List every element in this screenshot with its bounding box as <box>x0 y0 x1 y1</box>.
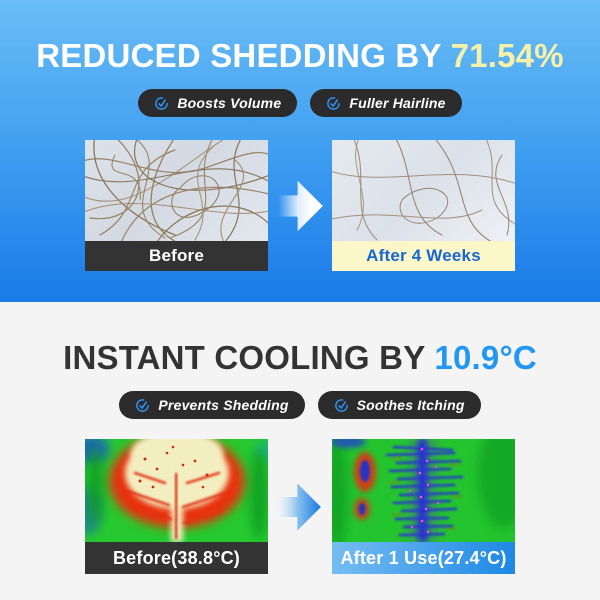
shedding-before-caption: Before <box>85 241 268 271</box>
badge-label: Soothes Itching <box>356 397 465 413</box>
cooling-title-highlight: 10.9°C <box>434 339 537 376</box>
cooling-compare-row: Before(38.8°C) <box>0 439 600 574</box>
cooling-after-caption: After 1 Use(27.4°C) <box>332 542 515 574</box>
badge-fuller-hairline: Fuller Hairline <box>310 89 462 117</box>
badge-boosts-volume: Boosts Volume <box>138 89 298 117</box>
check-circle-icon <box>135 398 150 413</box>
shedding-before-card: Before <box>85 140 268 271</box>
section-reduced-shedding: REDUCED SHEDDING BY 71.54% Boosts Volume <box>0 0 600 302</box>
badge-label: Prevents Shedding <box>158 397 289 413</box>
arrow-right-icon <box>268 140 332 271</box>
shedding-after-card: After 4 Weeks <box>332 140 515 271</box>
badge-label: Boosts Volume <box>177 95 282 111</box>
cooling-after-thermal-photo <box>332 439 515 542</box>
check-circle-icon <box>154 96 169 111</box>
cooling-badge-row: Prevents Shedding Soothes Itching <box>0 391 600 419</box>
shedding-title-highlight: 71.54% <box>450 37 564 74</box>
check-circle-icon <box>326 96 341 111</box>
badge-label: Fuller Hairline <box>349 95 446 111</box>
badge-soothes-itching: Soothes Itching <box>317 391 481 419</box>
shedding-title: REDUCED SHEDDING BY 71.54% <box>0 0 600 76</box>
shedding-compare-row: Before <box>0 140 600 271</box>
shedding-after-caption: After 4 Weeks <box>332 241 515 271</box>
check-circle-icon <box>334 398 349 413</box>
cooling-before-thermal-photo <box>85 439 268 542</box>
cooling-title-main: INSTANT COOLING BY <box>63 339 426 376</box>
badge-prevents-shedding: Prevents Shedding <box>119 391 305 419</box>
section-instant-cooling: INSTANT COOLING BY 10.9°C Prevents Sheddi… <box>0 302 600 600</box>
cooling-before-card: Before(38.8°C) <box>85 439 268 574</box>
cooling-title: INSTANT COOLING BY 10.9°C <box>0 302 600 378</box>
cooling-before-caption: Before(38.8°C) <box>85 542 268 574</box>
cooling-after-card: After 1 Use(27.4°C) <box>332 439 515 574</box>
shedding-title-main: REDUCED SHEDDING BY <box>36 37 442 74</box>
shedding-before-photo <box>85 140 268 241</box>
shedding-badge-row: Boosts Volume Fuller Hairline <box>0 89 600 117</box>
shedding-after-photo <box>332 140 515 241</box>
arrow-right-icon <box>268 439 332 574</box>
